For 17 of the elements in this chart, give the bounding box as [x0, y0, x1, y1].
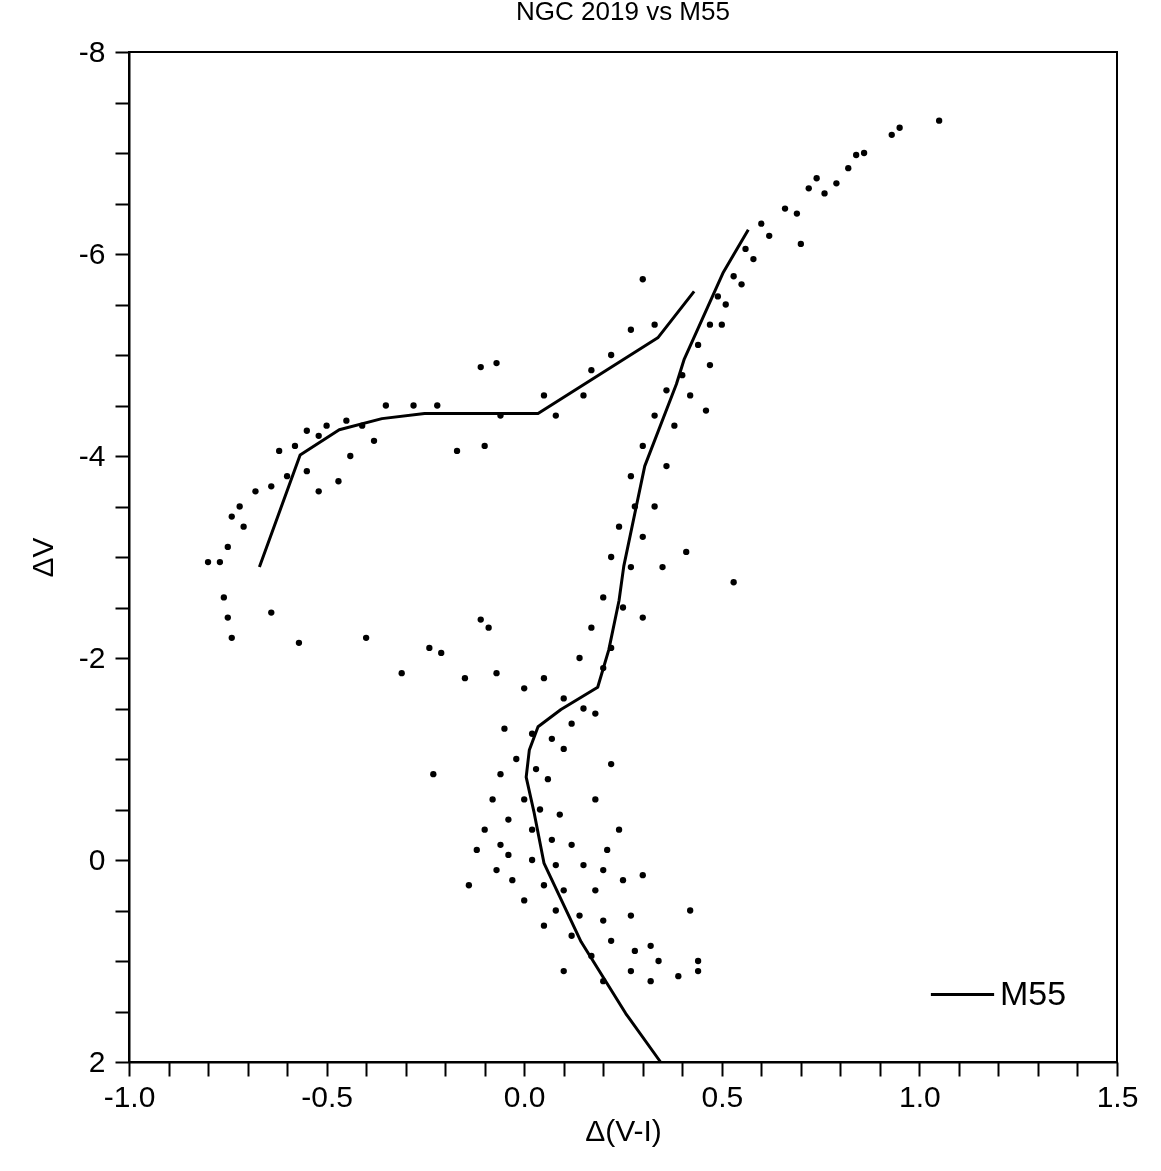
y-tick-label: 0	[88, 842, 106, 876]
x-axis-title: Δ(V-I)	[585, 1113, 662, 1147]
x-tick-label: 0.0	[503, 1079, 546, 1113]
y-tick-label: -4	[78, 438, 106, 472]
y-tick-label: 2	[88, 1044, 106, 1078]
legend-label: M55	[1000, 973, 1067, 1012]
y-tick-label: -2	[78, 640, 106, 674]
x-tick-label: 1.0	[899, 1079, 941, 1113]
y-tick-label: -6	[78, 236, 106, 270]
x-tick-label: -0.5	[301, 1079, 353, 1113]
x-tick-label: 1.5	[1096, 1079, 1139, 1113]
x-tick-label: -1.0	[103, 1079, 156, 1113]
x-tick-label: 0.5	[701, 1079, 744, 1113]
y-axis-title: ΔV	[25, 537, 59, 578]
y-tick-label: -8	[78, 34, 106, 68]
line-series	[257, 289, 696, 569]
chart-title: NGC 2019 vs M55	[516, 0, 730, 26]
